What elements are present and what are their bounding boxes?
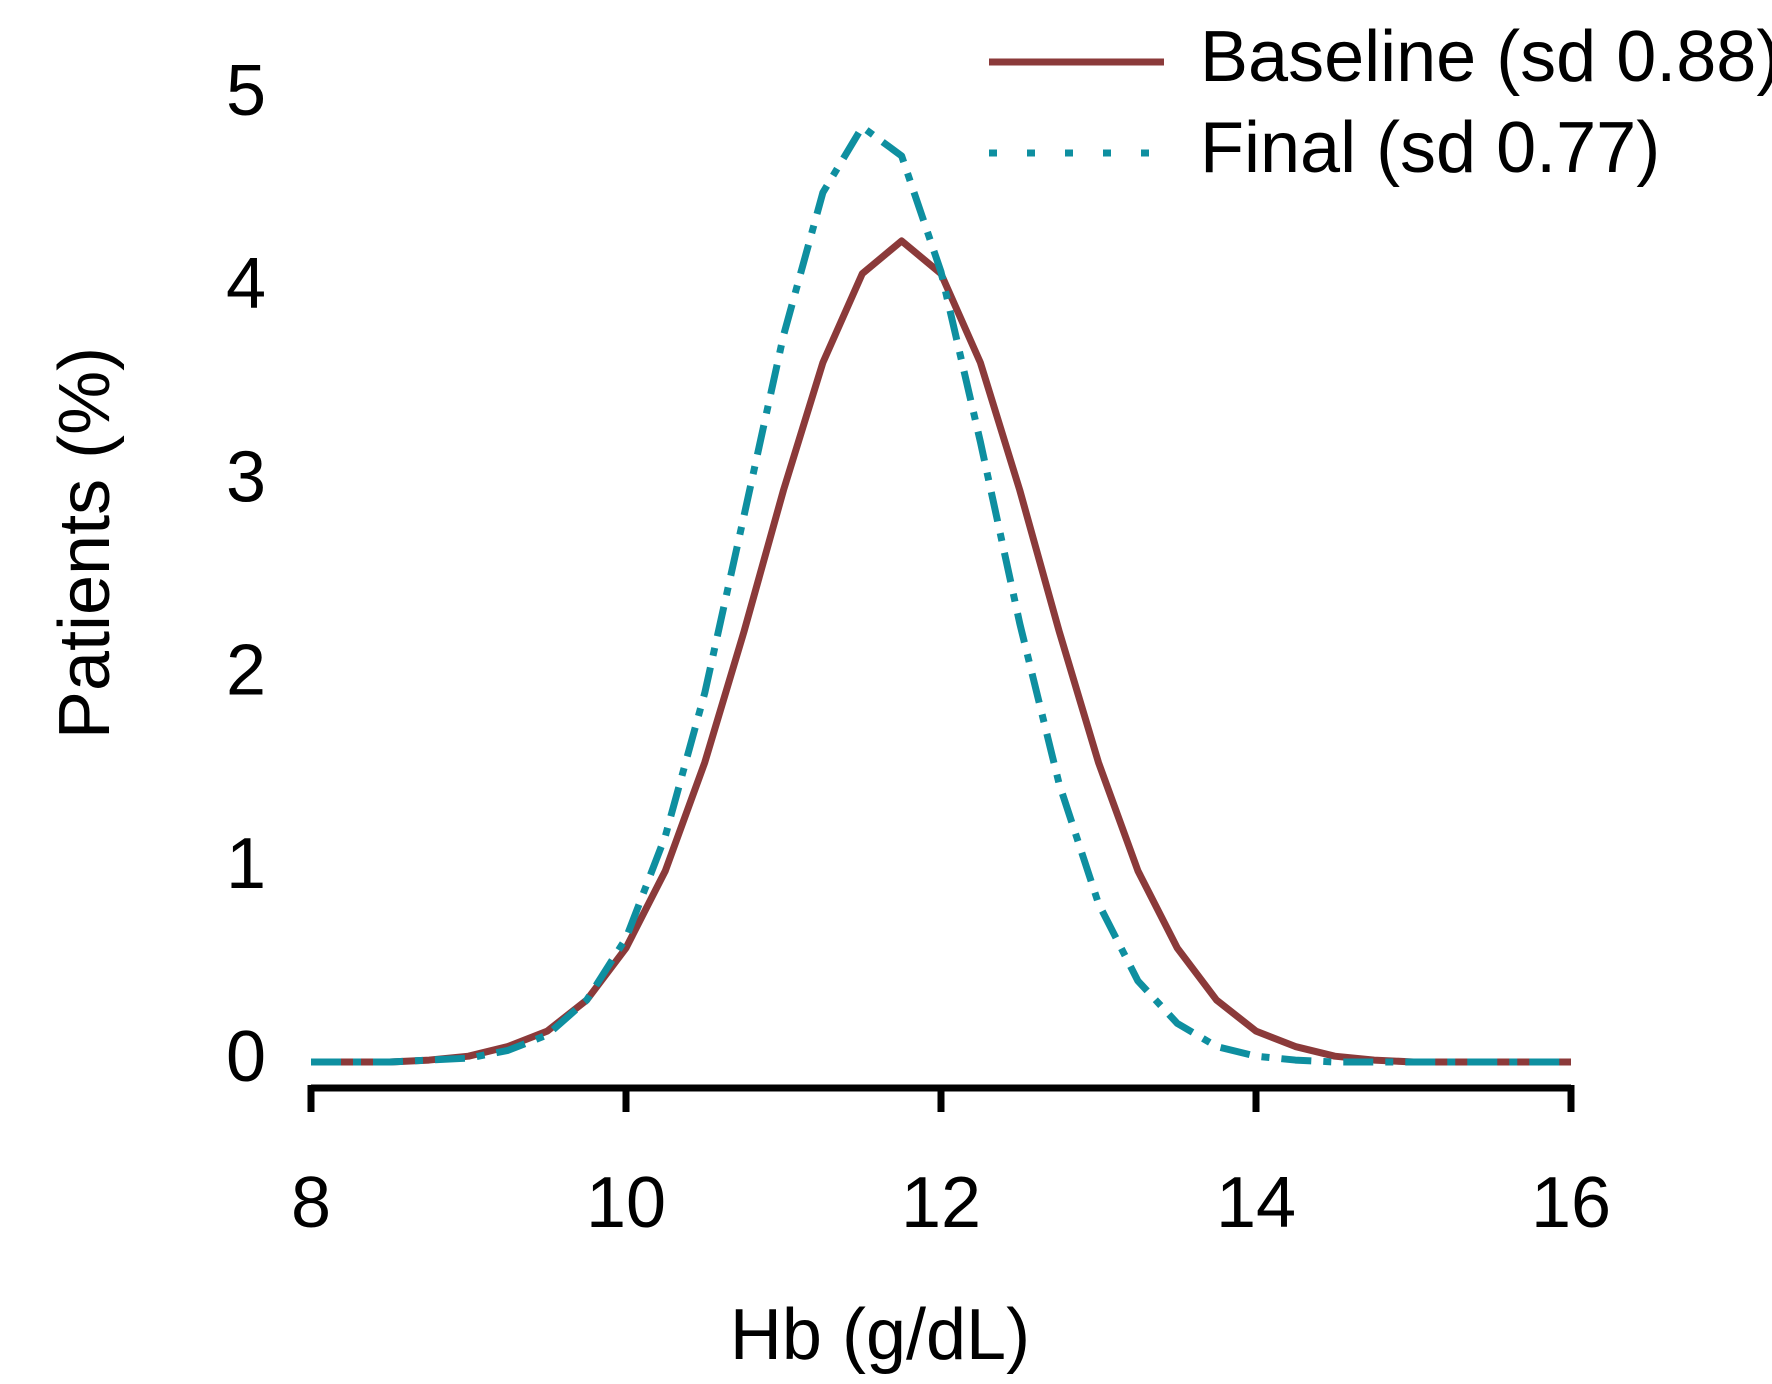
legend-label: Baseline (sd 0.88) bbox=[1200, 17, 1772, 97]
x-tick-label: 10 bbox=[586, 1163, 666, 1243]
x-tick-label: 16 bbox=[1531, 1163, 1611, 1243]
x-axis-label: Hb (g/dL) bbox=[730, 1295, 1030, 1375]
y-tick-label: 0 bbox=[226, 1017, 266, 1097]
series-line bbox=[311, 237, 1571, 1066]
y-tick-label: 1 bbox=[226, 824, 266, 904]
x-tick-label: 12 bbox=[901, 1163, 981, 1243]
x-tick-label: 14 bbox=[1216, 1163, 1296, 1243]
y-tick-label: 2 bbox=[226, 631, 266, 711]
y-axis-label: Patients (%) bbox=[45, 347, 125, 739]
x-tick-label: 8 bbox=[291, 1163, 331, 1243]
y-tick-label: 5 bbox=[226, 51, 266, 131]
y-tick-label: 3 bbox=[226, 437, 266, 517]
y-tick-label: 4 bbox=[226, 244, 266, 324]
series-line bbox=[311, 123, 1571, 1066]
legend-label: Final (sd 0.77) bbox=[1200, 108, 1660, 188]
